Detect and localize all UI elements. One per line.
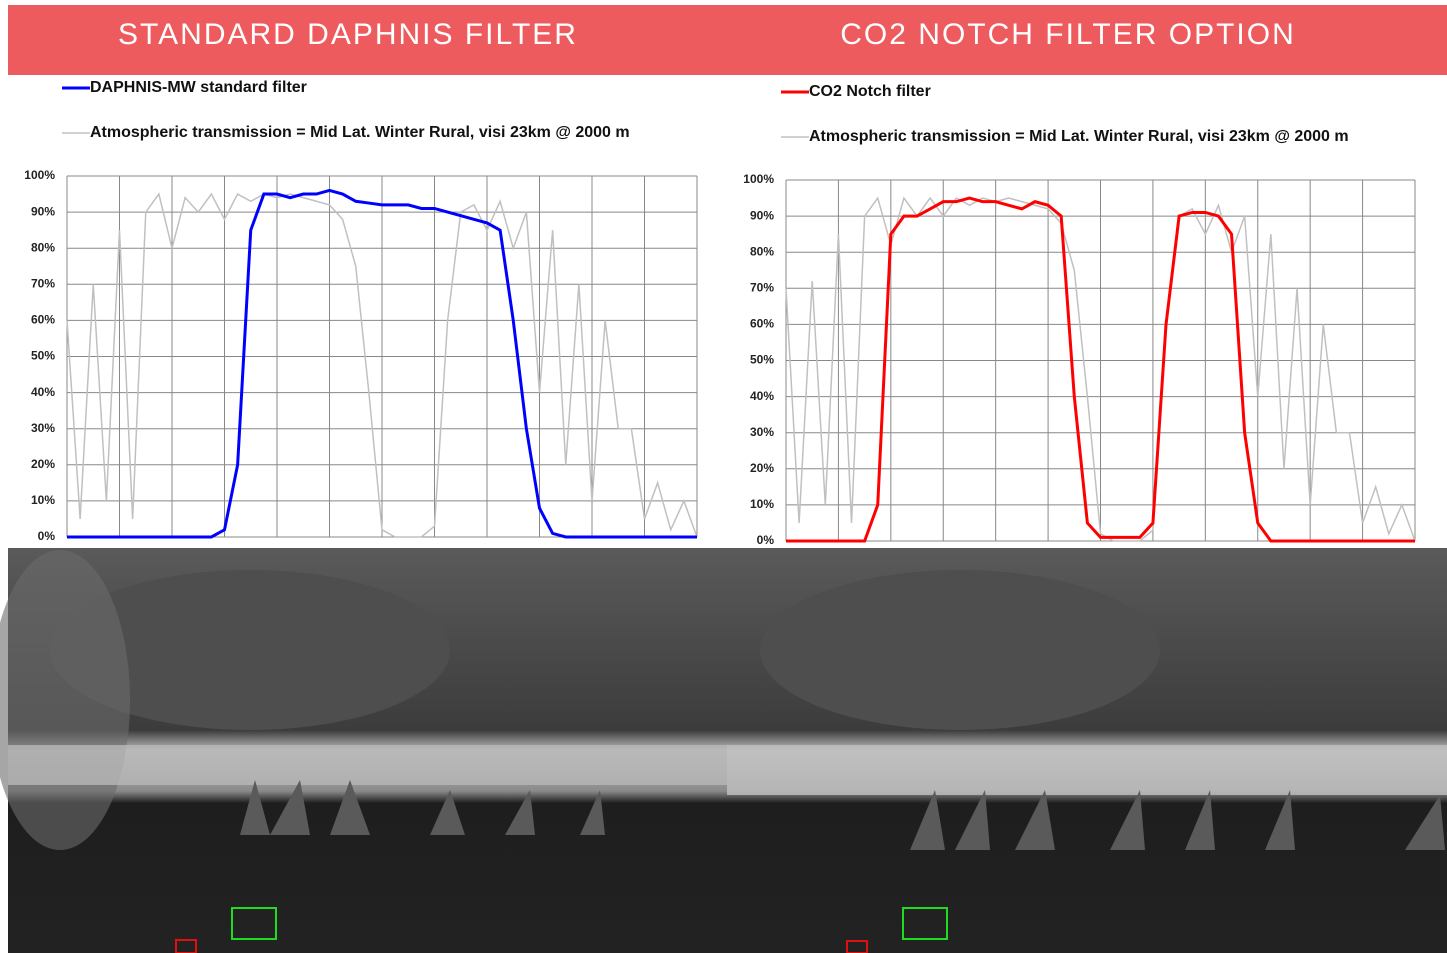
legend-label: DAPHNIS-MW standard filter xyxy=(90,79,307,96)
y-tick-label: 80% xyxy=(750,244,774,258)
y-tick-label: 40% xyxy=(750,389,774,403)
panel-title: CO2 NOTCH FILTER OPTION xyxy=(840,18,1295,51)
y-tick-label: 40% xyxy=(31,385,55,399)
y-tick-label: 50% xyxy=(31,349,55,363)
y-tick-label: 30% xyxy=(750,425,774,439)
y-tick-label: 100% xyxy=(743,172,774,186)
y-tick-label: 90% xyxy=(750,208,774,222)
photo-left xyxy=(0,548,727,953)
legend-label: Atmospheric transmission = Mid Lat. Wint… xyxy=(809,128,1349,145)
photo-right xyxy=(727,548,1447,953)
y-tick-label: 70% xyxy=(31,276,55,290)
y-tick-label: 70% xyxy=(750,280,774,294)
y-tick-label: 30% xyxy=(31,421,55,435)
y-tick-label: 60% xyxy=(750,317,774,331)
y-tick-label: 0% xyxy=(38,529,56,543)
y-tick-label: 10% xyxy=(750,497,774,511)
y-tick-label: 90% xyxy=(31,204,55,218)
legend-label: Atmospheric transmission = Mid Lat. Wint… xyxy=(90,124,630,141)
y-tick-label: 20% xyxy=(31,457,55,471)
y-tick-label: 100% xyxy=(24,168,55,182)
y-tick-label: 0% xyxy=(757,533,775,547)
panel-title: STANDARD DAPHNIS FILTER xyxy=(118,18,578,51)
y-tick-label: 20% xyxy=(750,461,774,475)
legend-label: CO2 Notch filter xyxy=(809,83,931,100)
y-tick-label: 80% xyxy=(31,240,55,254)
y-tick-label: 10% xyxy=(31,493,55,507)
y-tick-label: 50% xyxy=(750,353,774,367)
y-tick-label: 60% xyxy=(31,313,55,327)
page: STANDARD DAPHNIS FILTER 0% 10% 20% 30% 40% 50%… xyxy=(0,0,1447,953)
